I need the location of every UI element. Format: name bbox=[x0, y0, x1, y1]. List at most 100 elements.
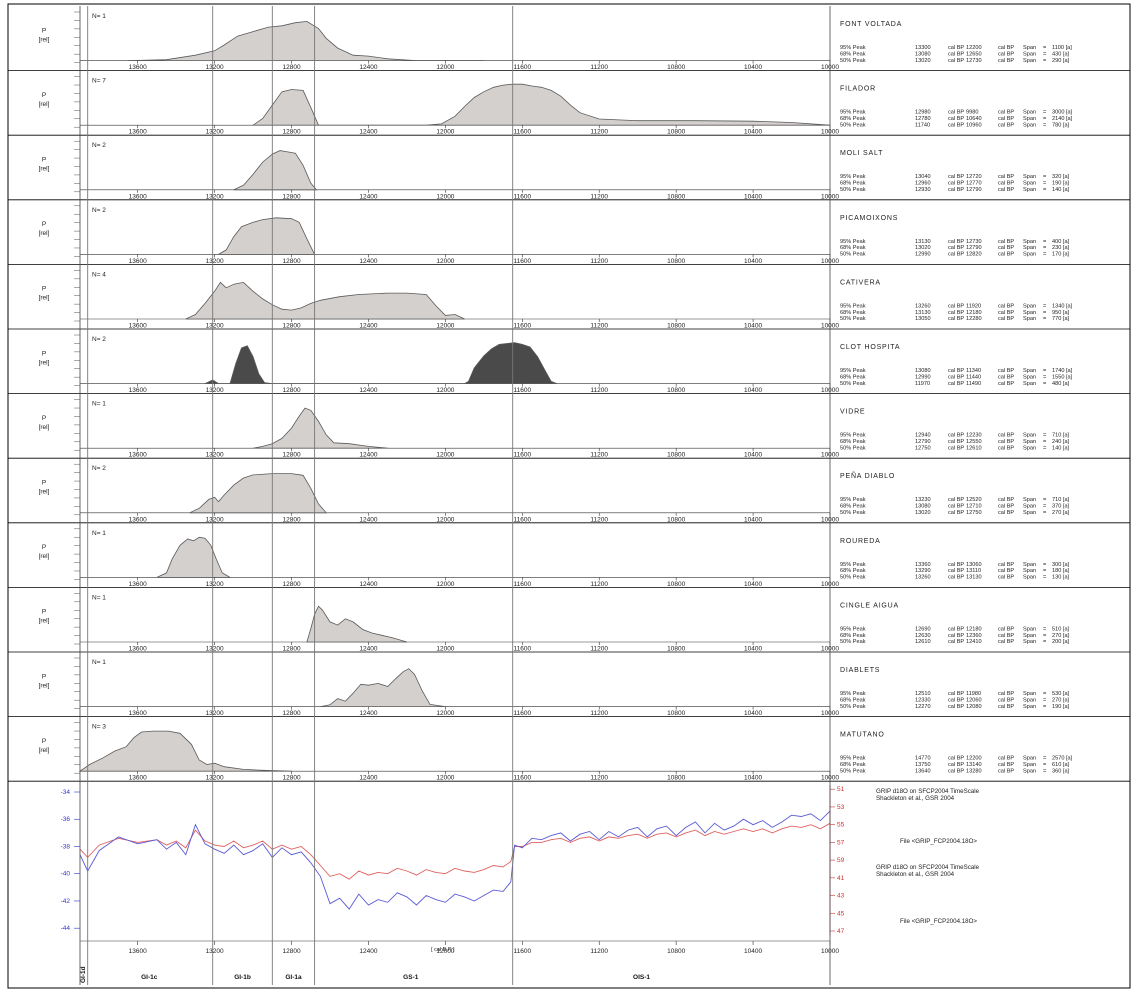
peak-cell: cal BP bbox=[948, 45, 964, 51]
x-tick-label: 10800 bbox=[667, 948, 685, 955]
x-tick-label: 10800 bbox=[667, 452, 685, 459]
site-panel-9: P [rel] N= 1 13600 13200 12800 12400 12000 11600… bbox=[8, 528, 1130, 588]
peak-cell: 190 [a] bbox=[1052, 704, 1070, 710]
peak-cell: = bbox=[1043, 639, 1046, 645]
site-name: DIABLETS bbox=[840, 667, 880, 674]
red-y-tick-label: 43 bbox=[837, 893, 845, 900]
x-tick-label: 10400 bbox=[744, 64, 762, 71]
peak-cell: 13360 bbox=[915, 562, 931, 568]
peak-cell: 12730 bbox=[966, 58, 982, 64]
x-tick-label: 11600 bbox=[514, 323, 532, 330]
peak-cell: 68% Peak bbox=[840, 245, 866, 251]
peak-cell: = bbox=[1043, 110, 1046, 116]
peak-cell: 12330 bbox=[915, 697, 931, 703]
peak-cell: 300 [a] bbox=[1052, 562, 1070, 568]
x-tick-label: 12400 bbox=[359, 710, 377, 717]
peak-cell: = bbox=[1043, 445, 1046, 451]
x-tick-label: 13600 bbox=[129, 775, 147, 782]
peak-cell: = bbox=[1043, 245, 1046, 251]
peak-cell: 11740 bbox=[915, 122, 930, 128]
x-tick-label: 12400 bbox=[359, 323, 377, 330]
sample-count: N= 2 bbox=[92, 142, 106, 149]
peak-cell: 13750 bbox=[915, 762, 931, 768]
site-panel-3: P [rel] N= 2 13600 13200 12800 12400 12000 11600… bbox=[8, 140, 1130, 200]
x-tick-label: 13200 bbox=[206, 646, 224, 653]
peak-cell: cal BP bbox=[948, 303, 964, 309]
peak-cell: 95% Peak bbox=[840, 368, 866, 374]
peak-cell: cal BP bbox=[948, 762, 964, 768]
x-tick-label: 12400 bbox=[359, 646, 377, 653]
peak-cell: 12750 bbox=[915, 445, 931, 451]
peak-cell: cal BP bbox=[998, 697, 1014, 703]
peak-cell: 13260 bbox=[915, 575, 931, 581]
peak-cell: Span bbox=[1023, 45, 1036, 51]
x-tick-label: 11200 bbox=[590, 948, 608, 955]
peak-cell: cal BP bbox=[998, 704, 1014, 710]
x-tick-label: 11200 bbox=[590, 581, 608, 588]
peak-cell: 140 [a] bbox=[1052, 445, 1070, 451]
peak-cell: Span bbox=[1023, 381, 1036, 387]
peak-cell: 240 [a] bbox=[1052, 439, 1070, 445]
peak-cell: = bbox=[1043, 510, 1046, 516]
peak-cell: 50% Peak bbox=[840, 445, 866, 451]
peak-cell: cal BP bbox=[998, 504, 1014, 510]
x-tick-label: 11200 bbox=[590, 516, 608, 523]
x-tick-label: 11600 bbox=[514, 258, 532, 265]
legend-title: GRIP d18O on SFCP2004 TimeScale bbox=[876, 788, 980, 795]
x-tick-label: 12000 bbox=[436, 323, 454, 330]
sample-count: N= 2 bbox=[92, 465, 106, 472]
peak-cell: 12360 bbox=[966, 633, 982, 639]
peak-cell: 13130 bbox=[915, 239, 931, 245]
x-tick-label: 10800 bbox=[667, 387, 685, 394]
x-tick-label: 11200 bbox=[590, 129, 608, 136]
x-tick-label: 10800 bbox=[667, 258, 685, 265]
y-axis-unit: [rel] bbox=[39, 36, 50, 43]
peak-cell: 68% Peak bbox=[840, 374, 866, 380]
peak-cell: 12520 bbox=[966, 497, 982, 503]
peak-cell: 13020 bbox=[915, 510, 931, 516]
peak-cell: 13080 bbox=[915, 51, 931, 57]
x-tick-label: 13200 bbox=[206, 516, 224, 523]
peak-cell: 12180 bbox=[966, 626, 982, 632]
x-tick-label: 12800 bbox=[282, 516, 300, 523]
peak-cell: 610 [a] bbox=[1052, 762, 1070, 768]
peak-cell: cal BP bbox=[998, 568, 1014, 574]
y-axis-label: P bbox=[42, 480, 46, 487]
x-tick-label: 12800 bbox=[282, 646, 300, 653]
peak-cell: cal BP bbox=[998, 768, 1014, 774]
peak-cell: cal BP bbox=[998, 181, 1014, 187]
peak-cell: 12280 bbox=[966, 316, 982, 322]
x-tick-label: 10400 bbox=[744, 516, 762, 523]
red-y-tick-label: 45 bbox=[837, 910, 845, 917]
x-tick-label: 11200 bbox=[590, 452, 608, 459]
blue-y-tick-label: -44 bbox=[61, 925, 71, 932]
site-name: CLOT HOSPITA bbox=[840, 344, 900, 351]
peak-cell: Span bbox=[1023, 51, 1036, 57]
peak-cell: 2570 [a] bbox=[1052, 756, 1073, 762]
red-y-tick-label: 47 bbox=[837, 928, 845, 935]
sample-count: N= 2 bbox=[92, 336, 106, 343]
peak-cell: Span bbox=[1023, 633, 1036, 639]
x-tick-label: 12800 bbox=[282, 258, 300, 265]
peak-cell: cal BP bbox=[998, 303, 1014, 309]
x-tick-label: 11200 bbox=[590, 193, 608, 200]
x-tick-label: 11600 bbox=[514, 581, 532, 588]
peak-cell: Span bbox=[1023, 174, 1036, 180]
peak-cell: = bbox=[1043, 239, 1046, 245]
peak-cell: Span bbox=[1023, 510, 1036, 516]
peak-cell: 50% Peak bbox=[840, 381, 866, 387]
x-tick-label: 11600 bbox=[514, 387, 532, 394]
legend-file: File <GRIP_FCP2004.18O> bbox=[900, 918, 977, 925]
x-tick-label: 13600 bbox=[129, 948, 147, 955]
peak-cell: 12940 bbox=[915, 433, 931, 439]
x-tick-label: 10400 bbox=[744, 129, 762, 136]
peak-cell: 68% Peak bbox=[840, 762, 866, 768]
peak-cell: 1740 [a] bbox=[1052, 368, 1073, 374]
peak-cell: 1550 [a] bbox=[1052, 374, 1073, 380]
peak-cell: = bbox=[1043, 187, 1046, 193]
y-axis-unit: [rel] bbox=[39, 747, 50, 754]
peak-cell: 290 [a] bbox=[1052, 58, 1070, 64]
peak-cell: 95% Peak bbox=[840, 562, 866, 568]
peak-cell: cal BP bbox=[948, 174, 964, 180]
